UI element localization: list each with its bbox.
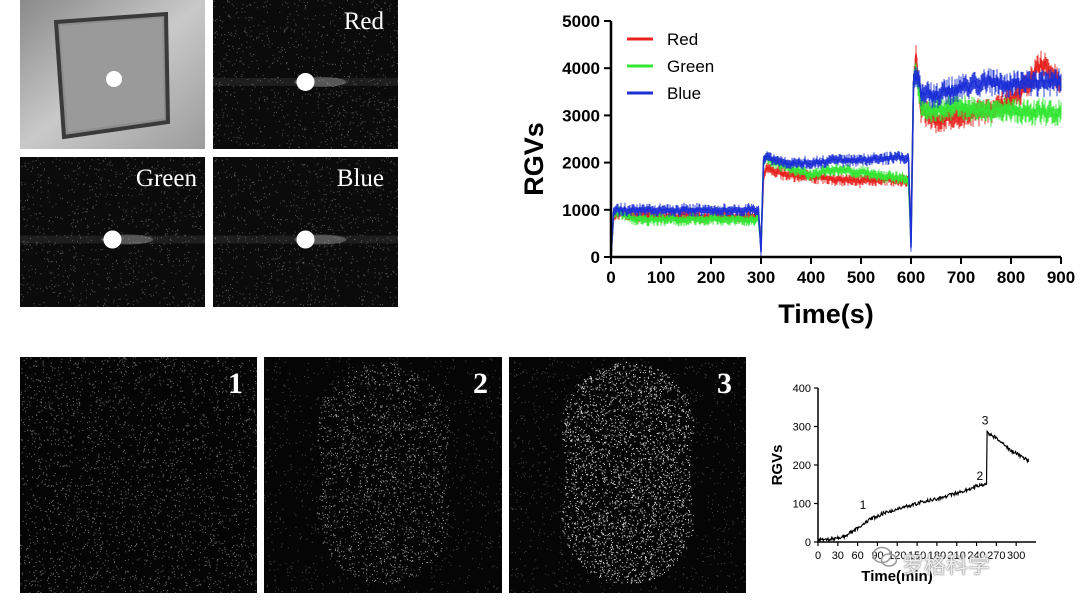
y-axis-label: RGVs xyxy=(769,445,786,486)
x-tick-label: 0 xyxy=(606,268,615,287)
x-tick-label: 400 xyxy=(797,268,825,287)
legend-label-blue: Blue xyxy=(667,84,701,103)
y-tick-label: 100 xyxy=(793,499,811,511)
y-tick-label: 3000 xyxy=(562,106,600,125)
legend-label-green: Green xyxy=(667,57,714,76)
micrograph-3 xyxy=(509,357,746,593)
y-tick-label: 300 xyxy=(793,422,811,434)
x-tick-label: 800 xyxy=(997,268,1025,287)
panel-label-3: 3 xyxy=(717,367,732,400)
x-tick-label: 210 xyxy=(948,550,966,562)
x-axis-label: Time(min) xyxy=(861,568,932,585)
x-tick-label: 150 xyxy=(908,550,926,562)
blue-channel-micrograph xyxy=(213,157,398,307)
blue-label: Blue xyxy=(336,165,384,192)
x-tick-label: 100 xyxy=(647,268,675,287)
y-tick-label: 1000 xyxy=(562,201,600,220)
micrograph-1 xyxy=(20,357,257,593)
red-channel-micrograph xyxy=(213,0,398,149)
y-tick-label: 2000 xyxy=(562,154,600,173)
x-tick-label: 60 xyxy=(852,550,864,562)
x-tick-label: 300 xyxy=(747,268,775,287)
legend-label-red: Red xyxy=(667,30,698,49)
image-1: 1 xyxy=(20,357,257,593)
y-axis-label: RGVs xyxy=(519,122,549,196)
image-green: Green xyxy=(20,157,205,307)
x-tick-label: 270 xyxy=(987,550,1005,562)
image-brightfield xyxy=(20,0,205,149)
watermark-text: 罗格科学 xyxy=(902,554,991,579)
image-3: 3 xyxy=(509,357,746,593)
panel-label-2: 2 xyxy=(473,367,488,400)
y-tick-label: 200 xyxy=(793,460,811,472)
annotation-1: 1 xyxy=(860,498,867,512)
annotation-2: 2 xyxy=(977,469,984,483)
x-tick-label: 30 xyxy=(832,550,844,562)
wechat-icon xyxy=(872,546,898,567)
x-axis-label: Time(s) xyxy=(778,299,874,329)
x-tick-label: 180 xyxy=(928,550,946,562)
green-channel-micrograph xyxy=(20,157,205,307)
micrograph-2 xyxy=(264,357,502,593)
green-label: Green xyxy=(135,165,197,192)
rgv-time-chart: 0 100 200 300 400 500 600 700 800 900 0 1000 2000 300… xyxy=(519,12,1075,329)
y-tick-label: 400 xyxy=(793,383,811,395)
rgv-minutes-chart: 0 30 60 90 120 150 180 210 240 270 300010020030040… xyxy=(769,383,1036,585)
axes-frame xyxy=(817,388,1036,543)
x-tick-label: 200 xyxy=(697,268,725,287)
x-tick-label: 0 xyxy=(815,550,821,562)
y-tick-label: 5000 xyxy=(562,12,600,31)
x-tick-label: 300 xyxy=(1007,550,1025,562)
y-tick-label: 0 xyxy=(591,248,600,267)
image-blue: Blue xyxy=(213,157,398,307)
brightfield-micrograph xyxy=(20,0,205,149)
x-tick-label: 500 xyxy=(847,268,875,287)
x-tick-label: 240 xyxy=(967,550,985,562)
red-label: Red xyxy=(343,8,384,35)
x-tick-label: 900 xyxy=(1047,268,1075,287)
image-2: 2 xyxy=(264,357,502,593)
y-tick-label: 4000 xyxy=(562,59,600,78)
x-tick-label: 120 xyxy=(888,550,906,562)
series-rgvs xyxy=(817,429,1030,543)
y-tick-label: 0 xyxy=(805,537,811,549)
panel-label-1: 1 xyxy=(228,367,243,400)
annotation-3: 3 xyxy=(982,413,989,427)
x-tick-label: 700 xyxy=(947,268,975,287)
x-tick-label: 600 xyxy=(897,268,925,287)
image-red: Red xyxy=(213,0,398,149)
